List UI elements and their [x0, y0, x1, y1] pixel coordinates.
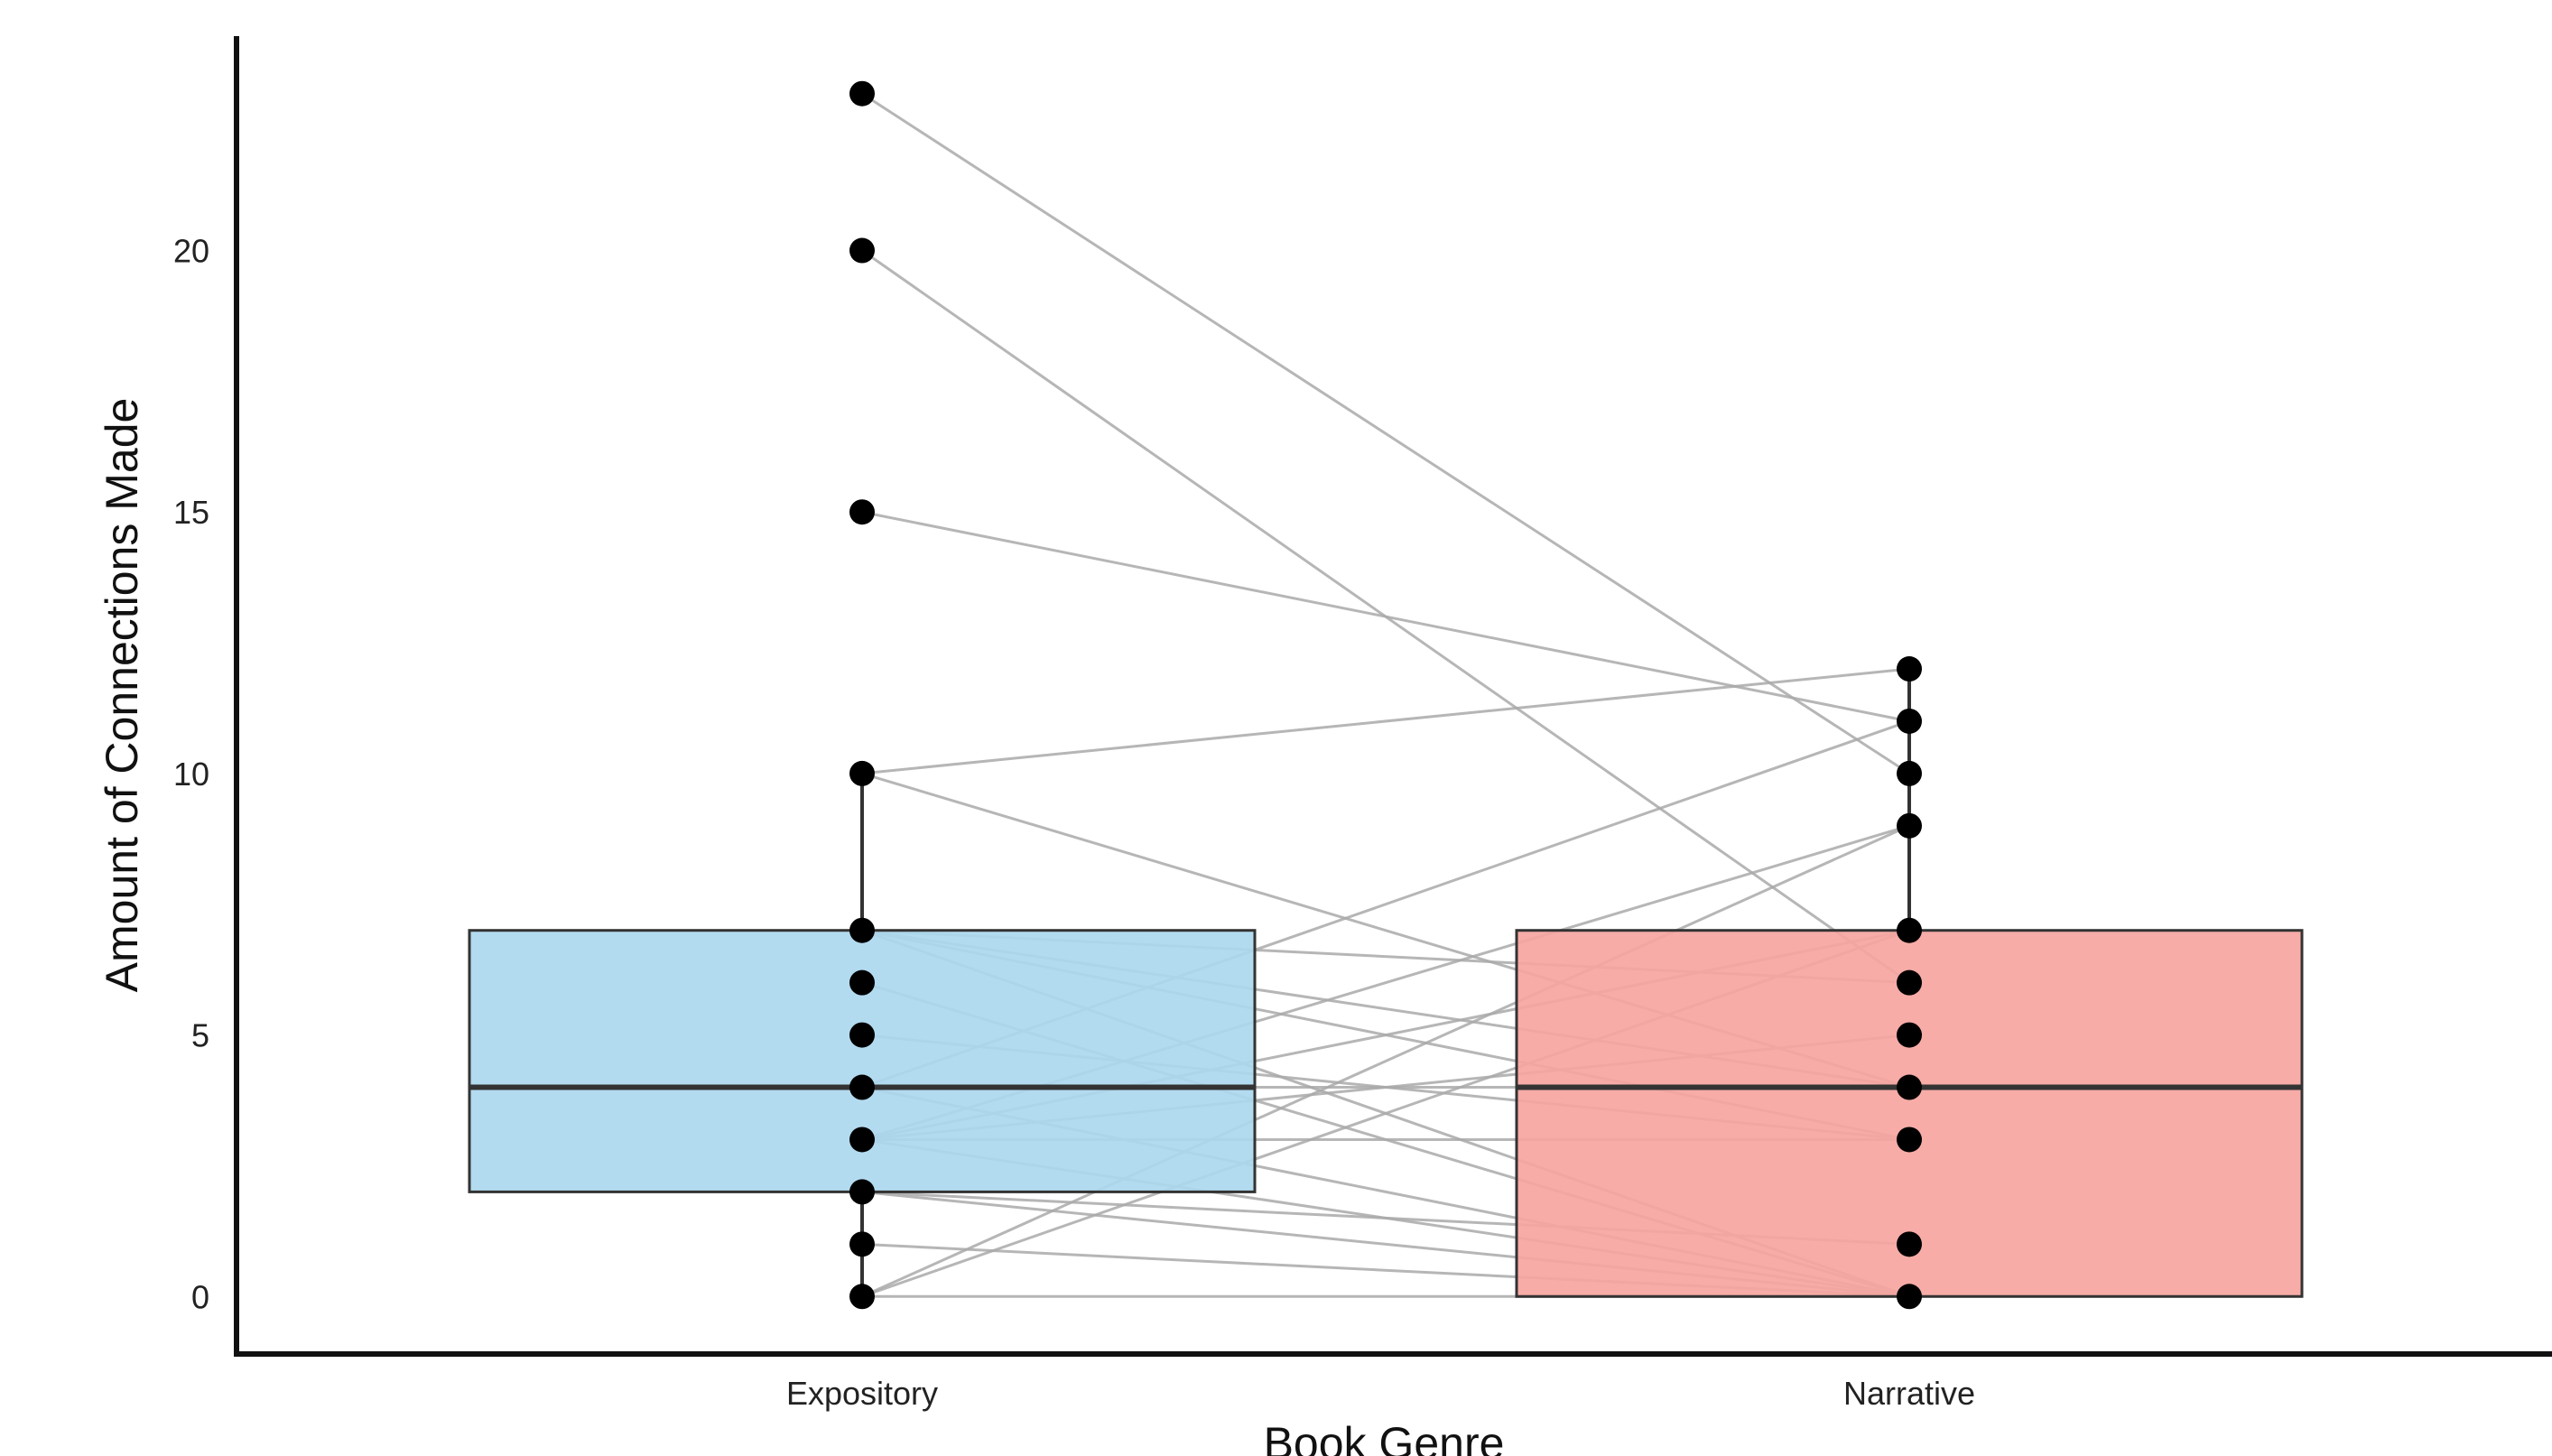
box-expository — [468, 929, 1257, 1193]
point-narrative-10 — [1897, 760, 1922, 786]
point-expository-0 — [849, 1284, 875, 1310]
point-expository-3 — [849, 1127, 875, 1153]
point-narrative-1 — [1897, 1231, 1922, 1257]
point-expository-5 — [849, 1022, 875, 1048]
y-tick-0: 0 — [191, 1278, 209, 1315]
pair-line-2 — [861, 510, 1910, 723]
point-expository-4 — [849, 1074, 875, 1100]
data-points — [849, 80, 1922, 1310]
pair-line-22 — [861, 824, 1910, 1298]
point-expository-7 — [849, 917, 875, 943]
y-tick-15: 15 — [173, 494, 209, 531]
point-narrative-7 — [1897, 917, 1922, 943]
point-narrative-5 — [1897, 1022, 1922, 1048]
point-expository-2 — [849, 1179, 875, 1205]
point-narrative-12 — [1897, 656, 1922, 682]
y-tick-10: 10 — [173, 756, 209, 793]
pair-line-3 — [861, 667, 1910, 775]
y-tick-20: 20 — [173, 233, 209, 270]
y-axis-title: Amount of Connections Made — [97, 398, 147, 993]
point-narrative-9 — [1897, 812, 1922, 839]
x-tick-narrative: Narrative — [1843, 1375, 1975, 1412]
pair-line-0 — [861, 92, 1910, 775]
y-tick-labels: 0 5 10 15 20 — [173, 233, 209, 1316]
y-tick-5: 5 — [191, 1017, 209, 1054]
point-expository-23 — [849, 80, 875, 107]
point-expository-1 — [849, 1231, 875, 1257]
point-expository-10 — [849, 760, 875, 786]
point-narrative-3 — [1897, 1127, 1922, 1153]
point-narrative-6 — [1897, 969, 1922, 996]
axes — [234, 36, 2552, 1357]
x-tick-labels: Expository Narrative — [786, 1375, 1975, 1412]
point-expository-20 — [849, 237, 875, 264]
x-axis-title: Book Genre — [1264, 1418, 1505, 1456]
point-expository-6 — [849, 969, 875, 996]
point-narrative-4 — [1897, 1074, 1922, 1100]
point-narrative-11 — [1897, 708, 1922, 734]
x-tick-expository: Expository — [786, 1375, 938, 1412]
point-narrative-0 — [1897, 1284, 1922, 1310]
point-expository-15 — [849, 499, 875, 525]
